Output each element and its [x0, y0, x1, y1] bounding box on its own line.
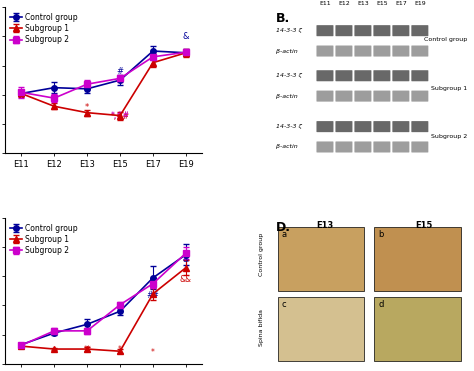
Text: #: #: [117, 67, 124, 76]
Text: E12: E12: [338, 1, 350, 6]
FancyBboxPatch shape: [317, 46, 334, 56]
Text: d: d: [378, 300, 384, 309]
FancyBboxPatch shape: [374, 121, 391, 132]
Text: b: b: [378, 230, 384, 239]
Text: **: **: [83, 345, 91, 354]
Text: Control group: Control group: [424, 37, 467, 42]
Text: Subgroup 1: Subgroup 1: [431, 86, 467, 91]
Bar: [374, 227, 461, 291]
FancyBboxPatch shape: [355, 70, 372, 81]
FancyBboxPatch shape: [411, 46, 428, 56]
Text: &: &: [183, 255, 189, 264]
Text: Control group: Control group: [259, 233, 264, 276]
FancyBboxPatch shape: [336, 121, 353, 132]
FancyBboxPatch shape: [374, 141, 391, 152]
Text: Spina bifida: Spina bifida: [259, 309, 264, 346]
FancyBboxPatch shape: [355, 46, 372, 56]
Text: E15: E15: [376, 1, 388, 6]
FancyBboxPatch shape: [392, 70, 410, 81]
FancyBboxPatch shape: [355, 25, 372, 36]
Text: Subgroup 2: Subgroup 2: [431, 134, 467, 139]
FancyBboxPatch shape: [374, 91, 391, 102]
FancyBboxPatch shape: [392, 25, 410, 36]
FancyBboxPatch shape: [336, 25, 353, 36]
FancyBboxPatch shape: [411, 91, 428, 102]
FancyBboxPatch shape: [317, 25, 334, 36]
Text: 14-3-3 ζ: 14-3-3 ζ: [275, 28, 301, 33]
Text: E13: E13: [316, 221, 334, 230]
Text: β-actin: β-actin: [275, 144, 297, 150]
FancyBboxPatch shape: [392, 46, 410, 56]
FancyBboxPatch shape: [374, 25, 391, 36]
Bar: [277, 297, 365, 361]
Text: E13: E13: [357, 1, 369, 6]
Text: ##: ##: [146, 291, 159, 300]
Text: D.: D.: [275, 221, 291, 234]
FancyBboxPatch shape: [411, 70, 428, 81]
Text: 14-3-3 ζ: 14-3-3 ζ: [275, 124, 301, 129]
Text: *: *: [118, 345, 122, 354]
Text: β-actin: β-actin: [275, 49, 297, 53]
Bar: [374, 297, 461, 361]
FancyBboxPatch shape: [317, 91, 334, 102]
FancyBboxPatch shape: [392, 121, 410, 132]
Text: c: c: [282, 300, 286, 309]
Text: E19: E19: [414, 1, 426, 6]
Text: *: *: [85, 103, 89, 112]
FancyBboxPatch shape: [355, 121, 372, 132]
Text: E17: E17: [395, 1, 407, 6]
FancyBboxPatch shape: [336, 141, 353, 152]
Text: E11: E11: [319, 1, 331, 6]
FancyBboxPatch shape: [336, 46, 353, 56]
FancyBboxPatch shape: [355, 91, 372, 102]
FancyBboxPatch shape: [392, 141, 410, 152]
Text: β-actin: β-actin: [275, 93, 297, 99]
FancyBboxPatch shape: [317, 141, 334, 152]
Text: *,##: *,##: [110, 111, 129, 120]
Text: a: a: [282, 230, 287, 239]
FancyBboxPatch shape: [374, 70, 391, 81]
Text: &&: &&: [180, 275, 192, 284]
FancyBboxPatch shape: [374, 46, 391, 56]
FancyBboxPatch shape: [411, 25, 428, 36]
FancyBboxPatch shape: [317, 121, 334, 132]
Bar: [277, 227, 365, 291]
Text: E15: E15: [415, 221, 432, 230]
FancyBboxPatch shape: [411, 141, 428, 152]
Text: *: *: [151, 348, 155, 357]
FancyBboxPatch shape: [336, 70, 353, 81]
Legend: Control group, Subgroup 1, Subgroup 2: Control group, Subgroup 1, Subgroup 2: [9, 222, 79, 257]
FancyBboxPatch shape: [355, 141, 372, 152]
FancyBboxPatch shape: [392, 91, 410, 102]
Text: B.: B.: [275, 12, 290, 25]
Text: 14-3-3 ζ: 14-3-3 ζ: [275, 73, 301, 78]
FancyBboxPatch shape: [317, 70, 334, 81]
Text: &: &: [182, 32, 189, 42]
FancyBboxPatch shape: [411, 121, 428, 132]
Legend: Control group, Subgroup 1, Subgroup 2: Control group, Subgroup 1, Subgroup 2: [9, 11, 79, 46]
Text: *,##: *,##: [110, 112, 129, 121]
FancyBboxPatch shape: [336, 91, 353, 102]
